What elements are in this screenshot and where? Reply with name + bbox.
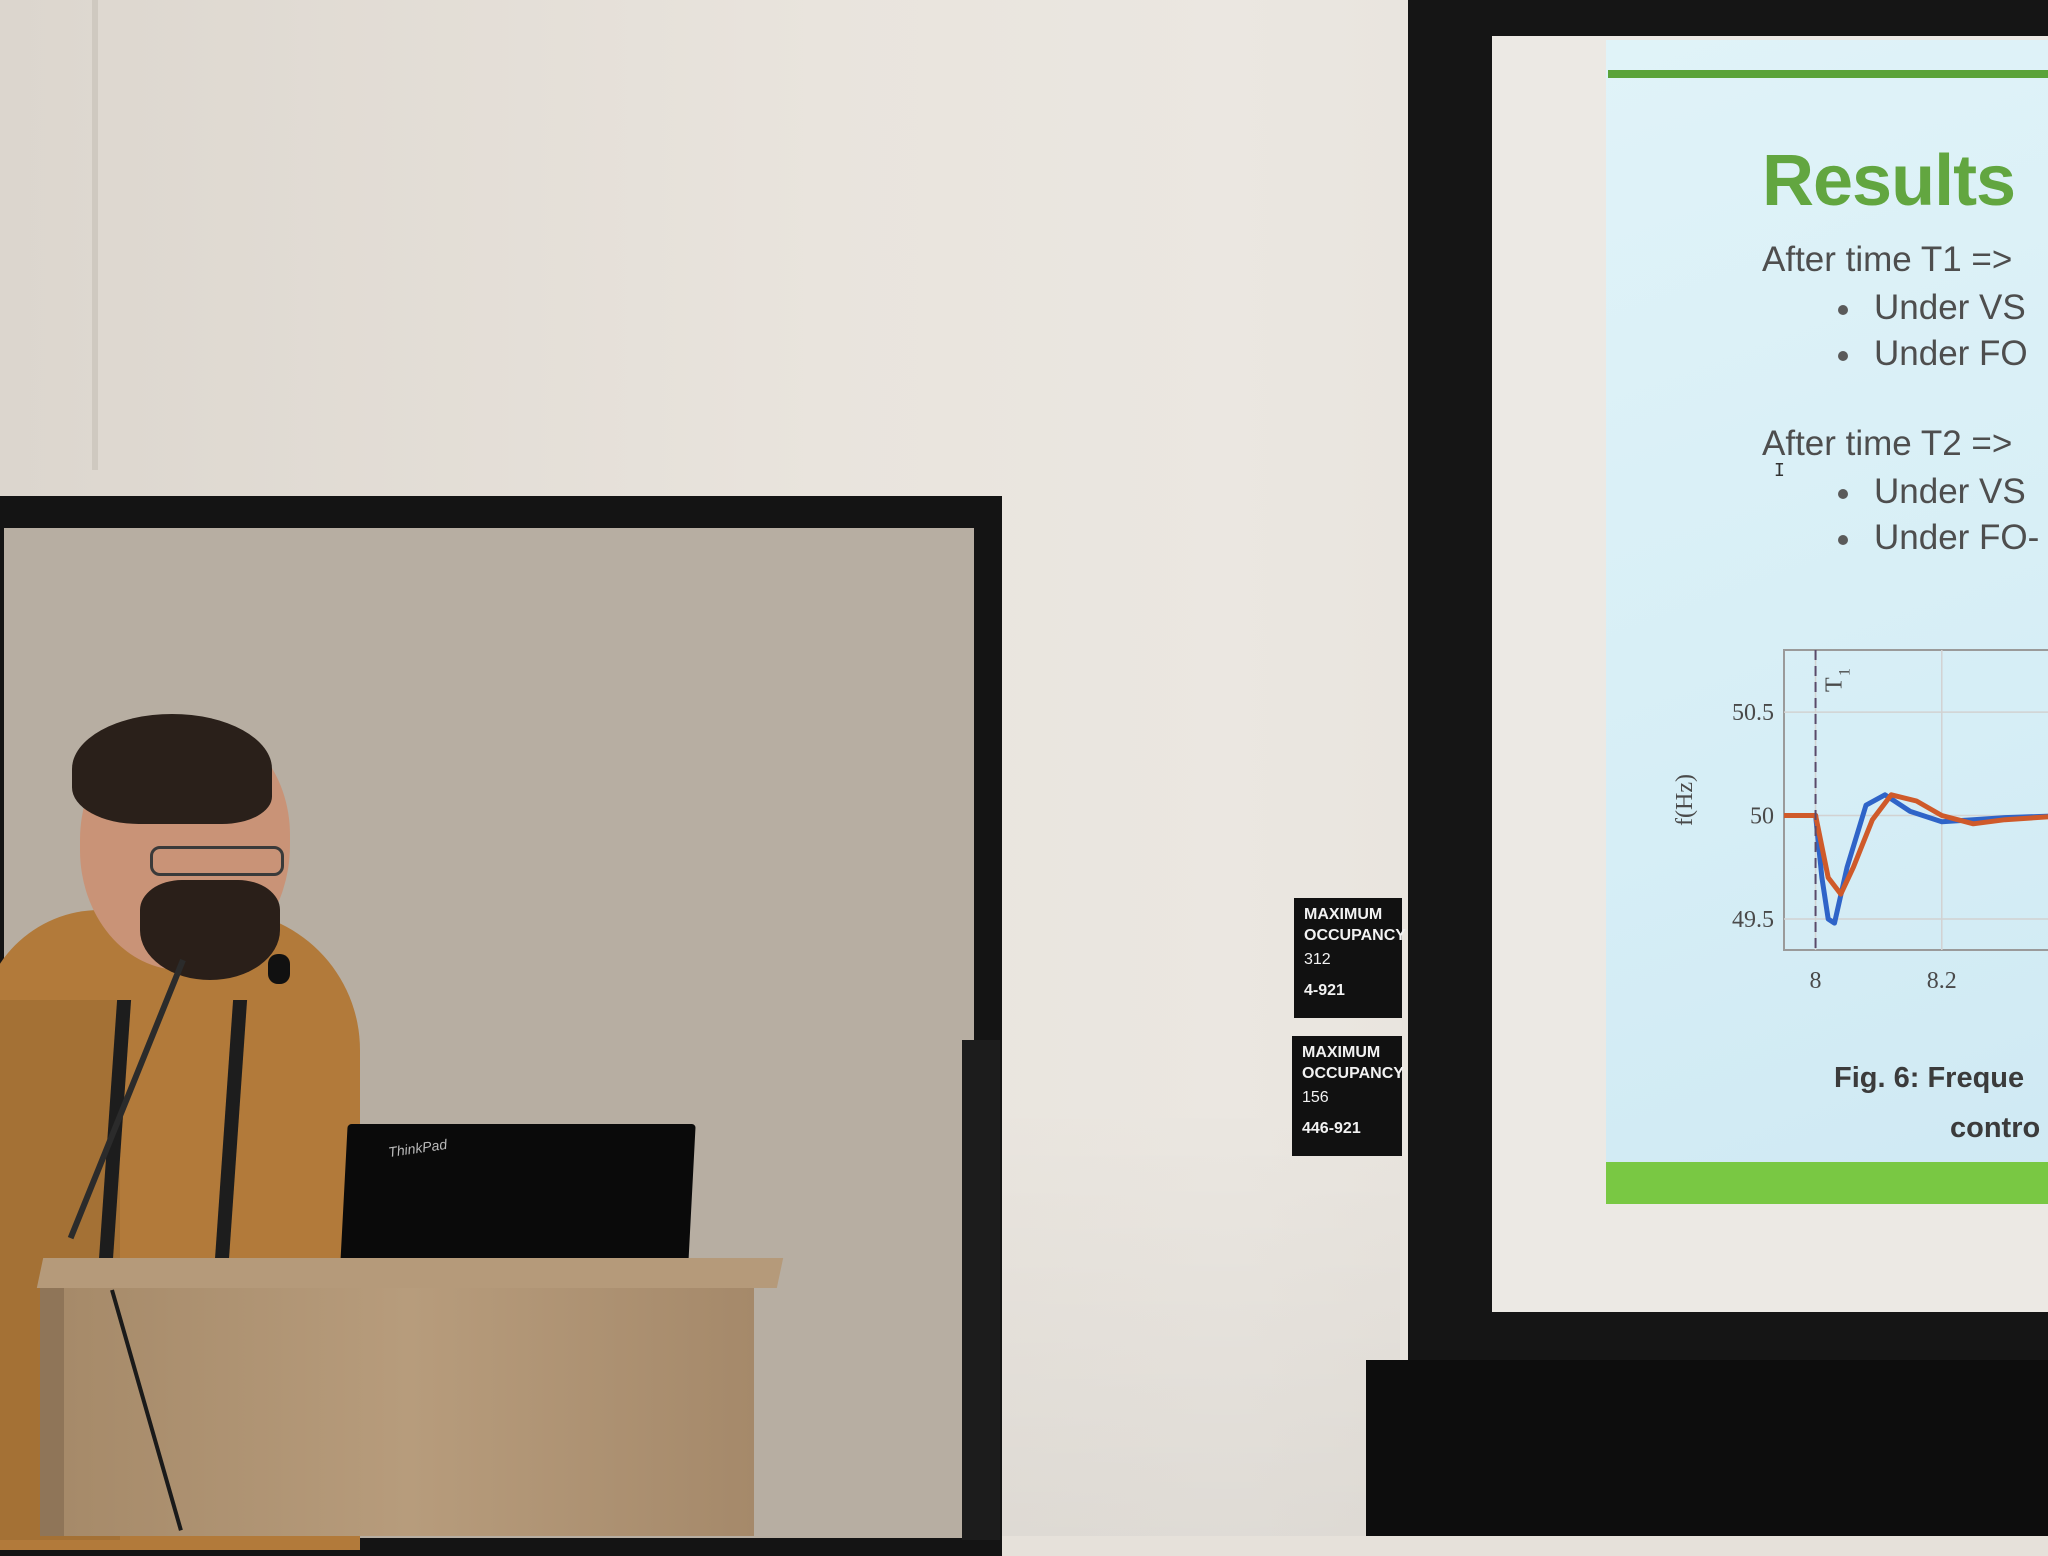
sign-title: MAXIMUM: [1302, 1044, 1381, 1061]
sign-title: MAXIMUM: [1304, 906, 1383, 923]
speaker-lanyard: [98, 1000, 248, 1260]
sign-code: 446-921: [1302, 1120, 1361, 1137]
slide-bullet: Under FO-: [1838, 518, 2039, 558]
bullet-text: Under FO: [1874, 334, 2028, 373]
bullet-icon: [1838, 304, 1848, 315]
chart-y-tick-label: 50.5: [1732, 700, 1774, 726]
bulletin-board-post: [962, 1040, 1000, 1540]
slide-bottom-bar: [1606, 1162, 2048, 1204]
sign-subtitle: OCCUPANCY: [1304, 927, 1406, 944]
slide-t1-heading: After time T1 =>: [1762, 240, 2013, 279]
bullet-text: Under VS: [1874, 472, 2026, 511]
bullet-text: Under FO-: [1874, 518, 2040, 557]
chart-series-line: [1784, 792, 2048, 897]
slide-t2-heading: After time T2 =>: [1762, 424, 2013, 463]
sign-code: 4-921: [1304, 982, 1345, 999]
frequency-chart: 50.5 50 49.5 8 8.2 T1 f(Hz): [1672, 649, 2048, 994]
figure-caption: Fig. 6: Freque: [1834, 1062, 2025, 1094]
chart-y-tick-label: 50: [1750, 804, 1774, 830]
occupancy-sign: MAXIMUM OCCUPANCY 312 4-921: [1294, 898, 1406, 1018]
slide-bullet: Under VS: [1838, 472, 2026, 512]
bullet-icon: [1838, 488, 1848, 499]
chart-ticks: 50.5 50 49.5 8 8.2: [1732, 700, 1957, 994]
figure-caption: contro: [1950, 1112, 2041, 1144]
microphone-icon: [268, 954, 290, 984]
speaker-hair: [72, 714, 272, 824]
bullet-text: Under VS: [1874, 288, 2026, 327]
sign-number: 156: [1302, 1089, 1329, 1106]
podium-front: [64, 1286, 754, 1536]
slide-bullet: Under FO: [1838, 334, 2028, 374]
bullet-icon: [1838, 350, 1848, 361]
podium-top: [36, 1258, 784, 1288]
chart-y-tick-label: 49.5: [1732, 907, 1774, 933]
chart-series: [1784, 792, 2048, 926]
chart-annotation-subscript: 1: [1837, 668, 1854, 676]
chart-series-line: [1784, 792, 2048, 926]
sign-subtitle: OCCUPANCY: [1302, 1065, 1404, 1082]
occupancy-sign: MAXIMUM OCCUPANCY 156 446-921: [1292, 1036, 1404, 1156]
speaker-glasses: [150, 846, 284, 876]
slide-bullet: Under VS: [1838, 288, 2026, 328]
chart-annotation: T1: [1822, 668, 1854, 692]
presentation-slide: [1606, 40, 2048, 1204]
slide-title: Results: [1762, 141, 2016, 221]
wall-seam: [92, 0, 98, 470]
bullet-icon: [1838, 534, 1848, 545]
sign-number: 312: [1304, 951, 1331, 968]
chart-annotation-label: T: [1822, 677, 1848, 692]
chart-ylabel: f(Hz): [1672, 774, 1698, 826]
screen-skirt: [1366, 1360, 2048, 1536]
text-cursor-icon: I: [1774, 460, 1785, 481]
chart-annotations: T1: [1814, 650, 1854, 950]
speaker-beard: [140, 880, 280, 980]
chart-x-tick-label: 8: [1810, 968, 1822, 994]
chart-plot-area: [1783, 649, 2048, 951]
slide-top-bar: [1608, 70, 2048, 78]
chart-x-tick-label: 8.2: [1927, 968, 1957, 994]
